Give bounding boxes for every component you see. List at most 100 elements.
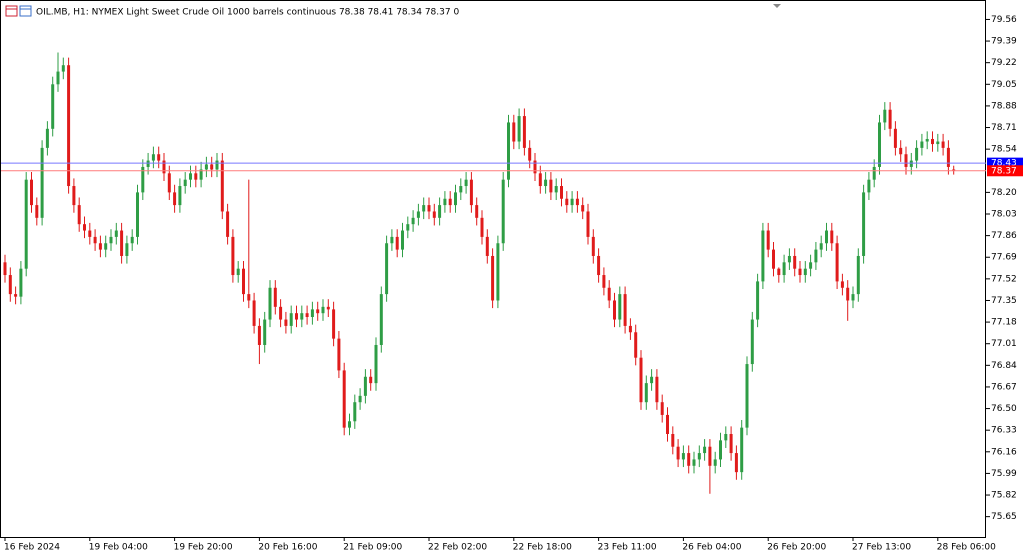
chart-title: OIL.MB, H1: NYMEX Light Sweet Crude Oil … xyxy=(36,8,459,18)
candle-body xyxy=(825,230,828,244)
candle-body xyxy=(666,414,669,434)
candle-body xyxy=(114,230,118,237)
candle-body xyxy=(745,364,749,428)
y-tick-label: 77.69 xyxy=(991,253,1017,263)
candle-body xyxy=(750,319,754,365)
candle-body xyxy=(40,147,44,218)
candle-body xyxy=(724,433,728,441)
y-tick-label: 77.35 xyxy=(991,296,1017,306)
candle-body xyxy=(671,433,675,447)
candle-body xyxy=(872,166,876,180)
candle-body xyxy=(257,325,261,345)
candle-body xyxy=(141,166,145,193)
candle-body xyxy=(676,446,680,460)
x-tick-label: 23 Feb 11:00 xyxy=(598,543,657,553)
candle-body xyxy=(416,211,420,218)
candle-body xyxy=(173,192,177,206)
candle-body xyxy=(575,198,579,206)
candle-body xyxy=(528,147,532,161)
candle-body xyxy=(236,268,240,276)
candle-body xyxy=(475,205,479,218)
candle-body xyxy=(83,224,86,231)
candle-body xyxy=(379,294,383,345)
candle-body xyxy=(878,122,881,167)
y-tick-label: 76.16 xyxy=(991,447,1017,457)
y-tick-label: 75.82 xyxy=(991,491,1017,501)
y-tick-label: 79.05 xyxy=(991,80,1017,90)
candle-body xyxy=(713,459,717,466)
x-tick-label: 26 Feb 04:00 xyxy=(682,543,741,553)
x-tick-label: 28 Feb 06:00 xyxy=(937,543,996,553)
candle-body xyxy=(517,116,521,142)
candle-body xyxy=(247,294,251,301)
candle-body xyxy=(189,173,192,180)
candle-body xyxy=(756,281,760,320)
y-tick-label: 78.54 xyxy=(991,145,1017,155)
candle-body xyxy=(708,446,712,466)
candle-body xyxy=(570,198,574,206)
candle-body xyxy=(390,236,394,244)
candle-body xyxy=(358,395,362,403)
candle-body xyxy=(427,205,431,212)
candle-body xyxy=(120,230,124,256)
candle-body xyxy=(67,65,71,187)
candle-body xyxy=(77,205,81,225)
ask-tag xyxy=(987,157,1023,169)
candle-body xyxy=(740,427,744,473)
candle-body xyxy=(332,309,336,339)
candle-body xyxy=(549,179,553,193)
y-tick-label: 77.86 xyxy=(991,231,1017,241)
candle-body xyxy=(432,211,436,218)
candle-body xyxy=(459,186,463,193)
candle-body xyxy=(703,446,707,454)
candle-body xyxy=(289,313,293,326)
candle-body xyxy=(920,141,924,148)
y-tick-label: 75.99 xyxy=(991,469,1017,479)
candle-body xyxy=(480,217,484,237)
candle-body xyxy=(88,230,92,237)
candle-body xyxy=(24,179,28,269)
candle-body xyxy=(819,243,823,250)
candle-body xyxy=(3,262,7,276)
candle-body xyxy=(210,164,214,170)
candle-body xyxy=(151,154,155,161)
candle-body xyxy=(729,433,733,454)
candle-body xyxy=(215,160,219,170)
y-tick-label: 78.03 xyxy=(991,210,1017,220)
candle-body xyxy=(946,147,950,167)
candle-body xyxy=(125,243,129,256)
x-tick-label: 22 Feb 18:00 xyxy=(513,543,572,553)
candle-body xyxy=(369,376,373,384)
candle-body xyxy=(491,255,495,301)
candle-body xyxy=(565,198,569,206)
candle-body xyxy=(628,325,632,333)
candle-body xyxy=(469,179,473,206)
candle-body xyxy=(300,313,304,320)
candle-body xyxy=(915,147,919,161)
candle-body xyxy=(560,186,563,199)
candle-body xyxy=(8,275,12,295)
candle-body xyxy=(454,192,457,206)
candle-body xyxy=(279,306,283,320)
candle-body xyxy=(337,338,341,371)
candle-body xyxy=(130,236,134,244)
candle-body xyxy=(411,217,415,225)
candle-body xyxy=(56,71,60,85)
candle-body xyxy=(93,236,97,244)
candle-body xyxy=(167,173,171,193)
y-tick-label: 77.01 xyxy=(991,339,1017,349)
candle-body xyxy=(321,306,325,314)
candle-body xyxy=(51,84,55,129)
candle-body xyxy=(597,255,601,276)
candle-body xyxy=(692,459,696,466)
candle-body xyxy=(581,205,585,212)
candle-body xyxy=(761,230,765,282)
candle-body xyxy=(798,268,802,276)
candle-body xyxy=(883,109,887,123)
candle-body xyxy=(242,268,245,295)
candle-body xyxy=(316,309,320,314)
candle-body xyxy=(45,128,49,148)
candle-body xyxy=(904,154,908,167)
candle-body xyxy=(777,268,781,276)
